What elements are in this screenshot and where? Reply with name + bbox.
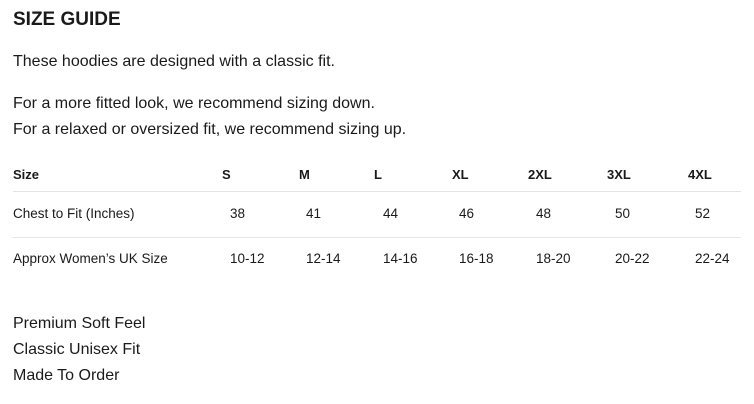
table-cell: 44 <box>383 206 399 221</box>
table-header-cell: Size <box>13 167 40 182</box>
paragraph: These hoodies are designed with a classi… <box>13 53 335 70</box>
row-separator <box>13 191 741 192</box>
table-cell: 41 <box>306 206 322 221</box>
row-label: Chest to Fit (Inches) <box>13 206 135 221</box>
table-cell: 14-16 <box>383 251 418 266</box>
table-cell: 20-22 <box>615 251 650 266</box>
table-cell: 48 <box>536 206 552 221</box>
table-cell: 38 <box>230 206 246 221</box>
table-cell: 22-24 <box>695 251 730 266</box>
feature-item: Classic Unisex Fit <box>13 341 141 358</box>
table-header-cell: 3XL <box>607 167 631 182</box>
row-label: Approx Women’s UK Size <box>13 251 168 266</box>
table-header-cell: L <box>374 167 382 182</box>
paragraph: For a more fitted look, we recommend siz… <box>13 95 375 112</box>
table-header-cell: 2XL <box>528 167 552 182</box>
paragraph: For a relaxed or oversized fit, we recom… <box>13 121 407 138</box>
row-separator <box>13 237 741 238</box>
table-cell: 46 <box>459 206 475 221</box>
feature-item: Premium Soft Feel <box>13 315 146 332</box>
table-cell: 10-12 <box>230 251 265 266</box>
feature-item: Made To Order <box>13 367 120 384</box>
table-cell: 18-20 <box>536 251 571 266</box>
title: SIZE GUIDE <box>13 9 121 30</box>
table-header-cell: XL <box>452 167 469 182</box>
table-cell: 12-14 <box>306 251 341 266</box>
table-header-cell: M <box>299 167 310 182</box>
table-cell: 16-18 <box>459 251 494 266</box>
table-header-cell: 4XL <box>688 167 712 182</box>
table-cell: 52 <box>695 206 711 221</box>
table-header-cell: S <box>222 167 231 182</box>
table-cell: 50 <box>615 206 631 221</box>
